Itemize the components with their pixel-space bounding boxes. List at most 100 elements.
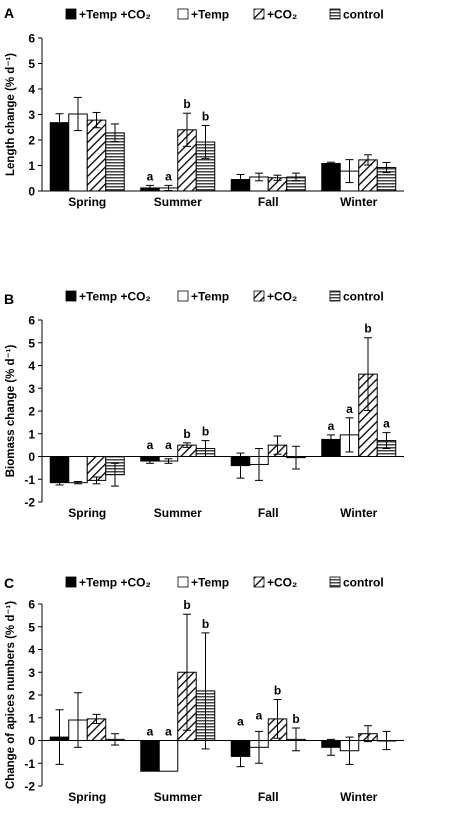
significance-label: a [237,714,244,728]
x-tick-label: Fall [258,790,279,804]
y-tick-label: 1 [28,711,35,725]
y-tick-label: 6 [28,314,35,328]
legend-label: control [343,576,384,590]
significance-label: a [147,169,154,183]
y-tick-label: 3 [28,108,35,122]
significance-label: a [256,709,263,723]
legend-swatch [253,290,265,302]
significance-label: a [328,419,335,433]
legend: +Temp +CO₂ +Temp +CO₂ control [65,8,384,22]
y-tick-label: 1 [28,159,35,173]
legend-swatch [177,290,189,302]
y-axis-label: Length change (% d⁻¹) [5,53,17,176]
y-tick-label: -1 [24,473,35,487]
x-tick-label: Spring [68,195,106,209]
legend: +Temp +CO₂ +Temp +CO₂ control [65,290,384,304]
y-tick-label: 4 [28,359,35,373]
y-tick-label: 6 [28,32,35,46]
significance-label: b [292,712,299,726]
legend-swatch [329,576,341,588]
significance-label: a [383,417,390,431]
significance-label: b [183,427,190,441]
y-tick-label: 4 [28,643,35,657]
y-tick-label: -1 [24,757,35,771]
significance-label: b [274,684,281,698]
legend-swatch [65,8,77,20]
x-tick-label: Summer [154,790,202,804]
legend-swatch [177,8,189,20]
y-tick-label: 0 [28,450,35,464]
x-tick-label: Summer [154,506,202,520]
legend-swatch [329,8,341,20]
x-tick-label: Fall [258,506,279,520]
y-tick-label: 2 [28,405,35,419]
legend-swatch [65,290,77,302]
y-tick-label: 4 [28,83,35,97]
legend-label: +Temp +CO₂ [79,290,151,304]
bar [140,740,160,772]
significance-label: a [147,438,154,452]
y-tick-label: 5 [28,336,35,350]
panel-label: B [4,291,14,307]
panel-c: C +Temp +CO₂ +Temp +CO₂ control -2 -1 0 1 2 3 4 5 6 Ch… [4,575,404,804]
x-tick-label: Winter [340,195,378,209]
legend-swatch [253,576,265,588]
legend-label: +CO₂ [267,290,297,304]
significance-label: a [165,725,172,739]
legend-swatch [65,576,77,588]
legend-label: +CO₂ [267,8,297,22]
significance-label: a [147,725,154,739]
bar [68,456,88,484]
legend-label: +Temp [191,576,229,590]
legend-swatch [329,290,341,302]
x-tick-label: Winter [340,506,378,520]
bar [49,456,70,484]
y-tick-label: 0 [28,185,35,199]
y-tick-label: 6 [28,598,35,612]
significance-label: b [202,617,209,631]
y-axis-label: Biomass change (% d⁻¹) [5,345,17,478]
legend-label: control [343,8,384,22]
y-tick-label: 5 [28,620,35,634]
y-tick-label: 3 [28,666,35,680]
x-tick-label: Winter [340,790,378,804]
x-tick-label: Spring [68,790,106,804]
significance-label: a [165,438,172,452]
y-tick-label: 2 [28,134,35,148]
y-tick-label: -2 [24,496,35,510]
y-tick-label: 0 [28,734,35,748]
x-tick-label: Fall [258,195,279,209]
legend-label: +Temp [191,8,229,22]
panel-label: C [4,575,14,591]
y-tick-label: 2 [28,689,35,703]
legend-label: +Temp +CO₂ [79,576,151,590]
legend: +Temp +CO₂ +Temp +CO₂ control [65,576,384,590]
bar [158,740,179,772]
significance-label: b [183,598,190,612]
y-tick-label: -2 [24,780,35,794]
y-axis-label: Change of apices numbers (% d⁻¹) [5,601,17,789]
bar [49,122,70,192]
significance-label: b [364,322,371,336]
legend-label: +Temp [191,290,229,304]
panel-a: A +Temp +CO₂ +Temp +CO₂ control 0 1 2 3 4 5 6 Length… [4,5,404,209]
x-tick-label: Spring [68,506,106,520]
significance-label: b [183,97,190,111]
panel-b: B +Temp +CO₂ +Temp +CO₂ control -2 -1 0 1 2 3 4 5 6 Bi… [4,290,404,520]
legend-label: +Temp +CO₂ [79,8,151,22]
bar [321,162,341,192]
legend-swatch [177,576,189,588]
significance-label: a [346,402,353,416]
x-tick-label: Summer [154,195,202,209]
legend-label: +CO₂ [267,576,297,590]
legend-swatch [253,8,265,20]
y-tick-label: 5 [28,57,35,71]
y-tick-label: 3 [28,382,35,396]
legend-label: control [343,290,384,304]
significance-label: a [165,169,172,183]
y-tick-label: 1 [28,427,35,441]
significance-label: b [202,425,209,439]
panel-label: A [4,5,14,21]
significance-label: b [202,109,209,123]
bar [86,119,107,192]
